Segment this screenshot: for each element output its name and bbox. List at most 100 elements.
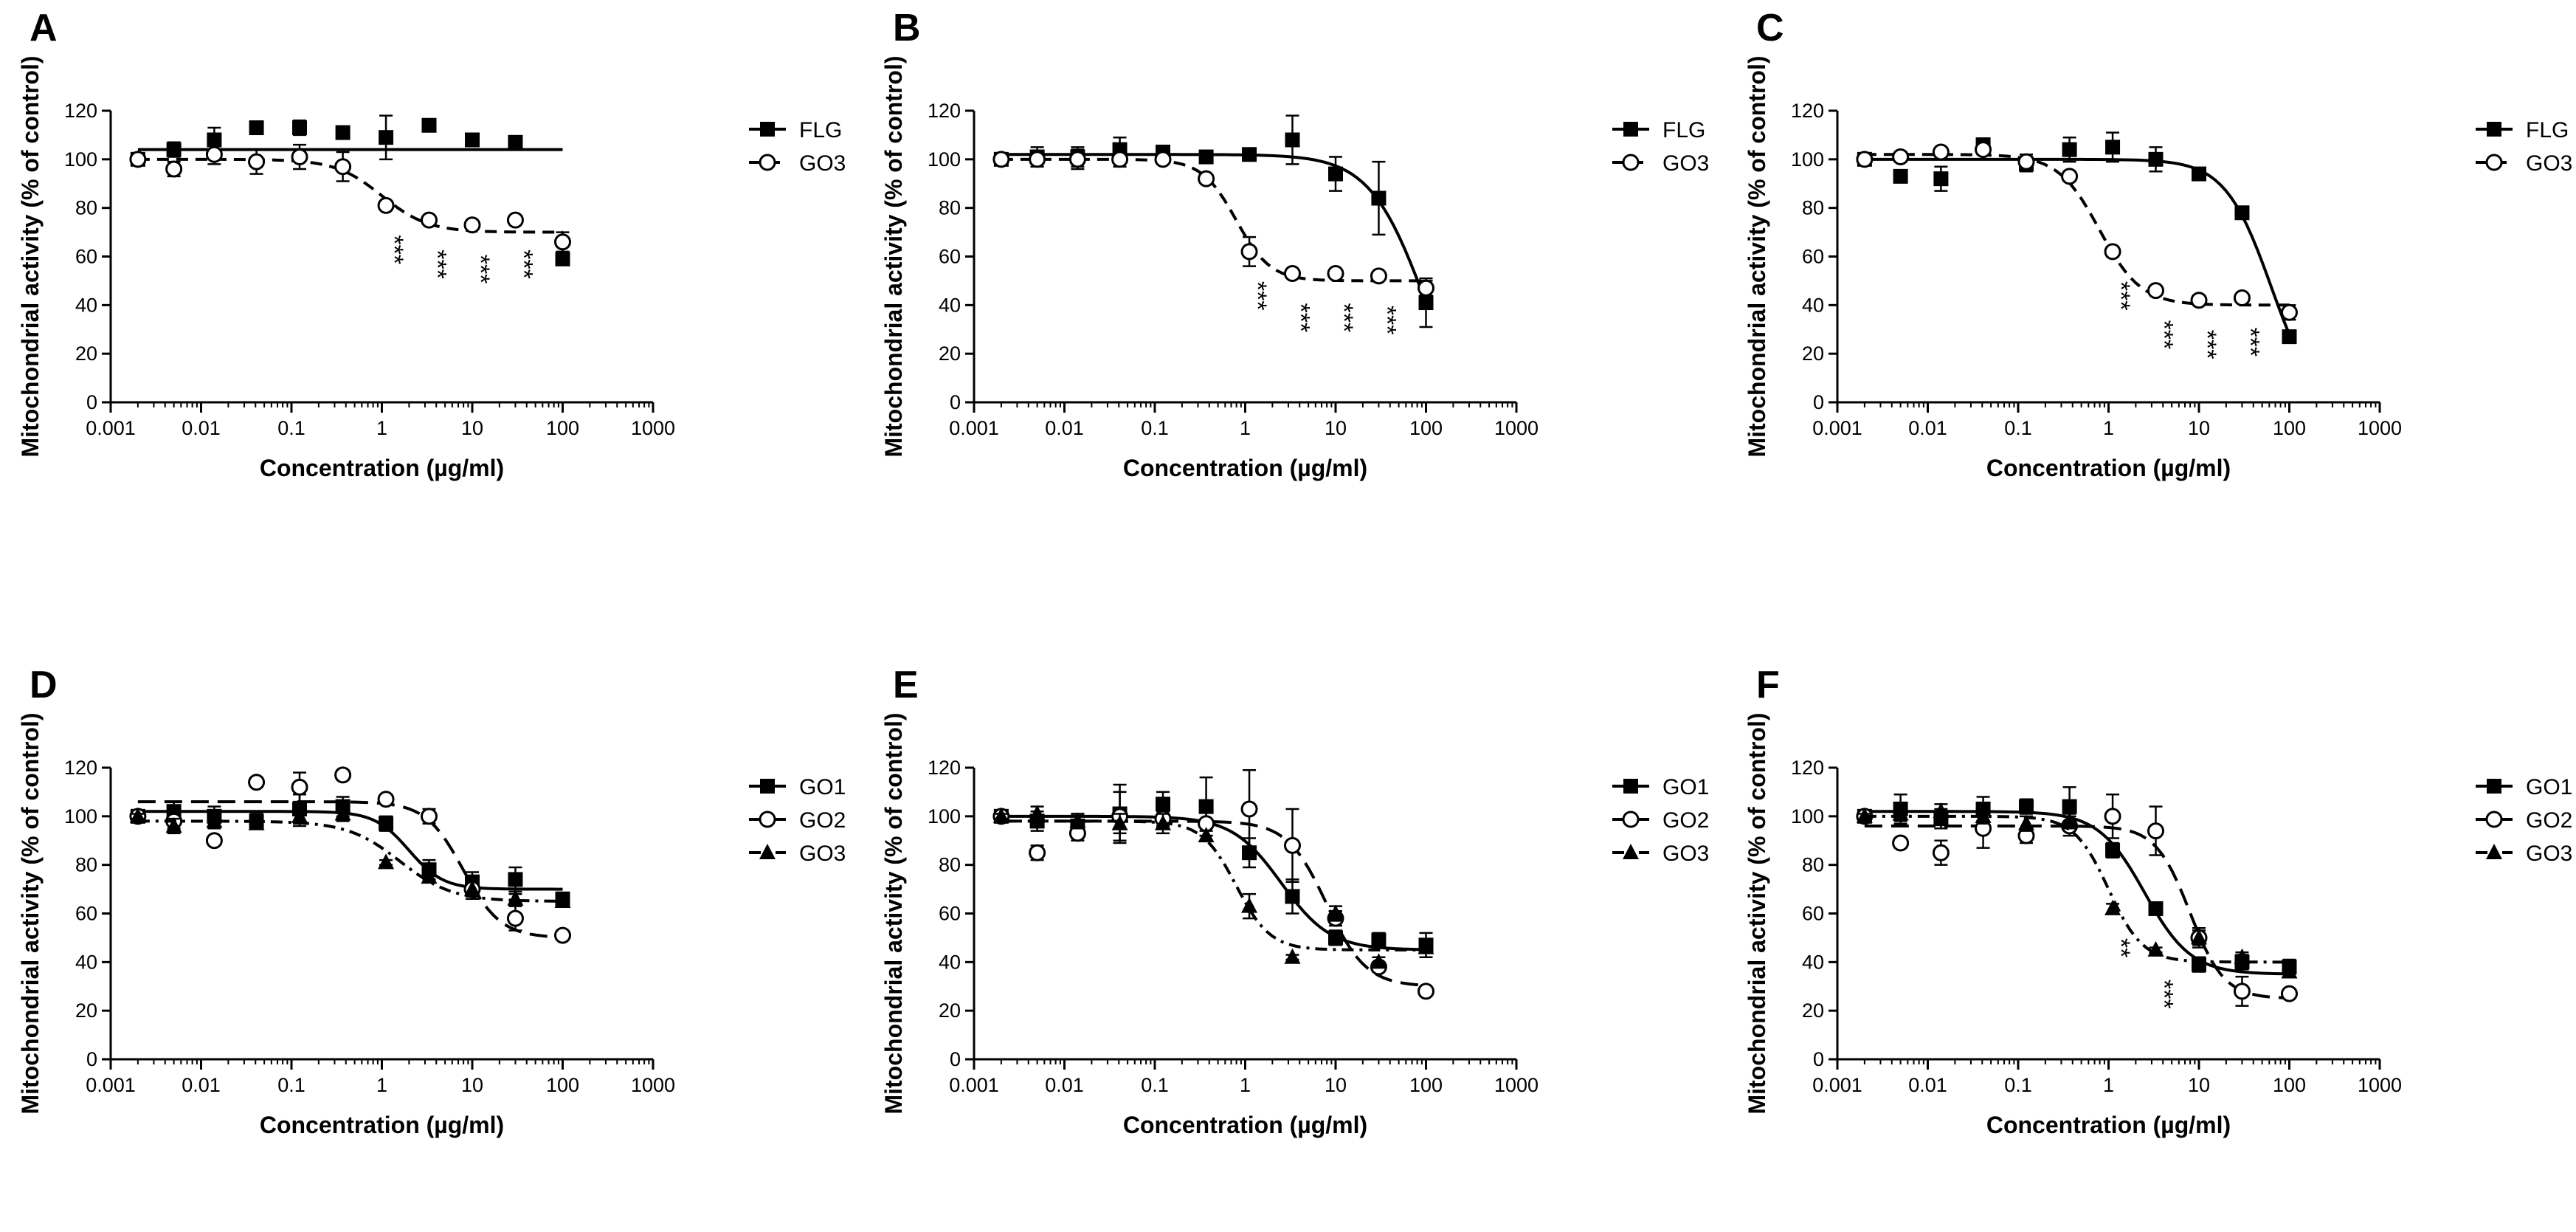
data-point <box>166 142 182 157</box>
y-tick-label: 20 <box>75 343 97 365</box>
y-axis-label: Mitochondrial activity (% of control) <box>1744 55 1770 457</box>
y-tick-label: 120 <box>928 100 961 122</box>
y-tick-label: 0 <box>950 1048 961 1070</box>
data-point <box>1283 265 1301 283</box>
data-point <box>206 812 223 828</box>
x-tick-label: 0.001 <box>1812 1074 1862 1096</box>
y-tick-label: 60 <box>1802 246 1824 268</box>
data-point <box>508 872 523 887</box>
data-point <box>248 153 266 171</box>
panel-letter: F <box>1756 664 1780 706</box>
fit-curve <box>137 810 563 891</box>
series-go3: GO3 <box>1856 141 2572 321</box>
significance-mark: *** <box>1286 303 1314 333</box>
series-flg: FLG <box>993 114 1705 328</box>
legend-label: GO2 <box>799 808 846 833</box>
series-go2: GO2 <box>129 766 846 944</box>
data-point <box>1111 151 1129 168</box>
data-point <box>1068 151 1086 168</box>
x-tick-label: 0.1 <box>1141 417 1169 439</box>
data-point <box>2281 963 2298 979</box>
data-point <box>1111 814 1128 830</box>
fit-curve <box>1001 819 1426 951</box>
panel-letter: D <box>30 664 58 706</box>
data-point <box>2190 292 2208 309</box>
data-point <box>2105 140 2121 155</box>
data-point <box>554 892 571 909</box>
series-go3: GO3 <box>1856 802 2572 979</box>
series-go3: GO3 <box>129 805 846 909</box>
data-point <box>1371 932 1387 948</box>
y-tick-label: 40 <box>75 294 97 316</box>
y-tick-label: 20 <box>1802 343 1824 365</box>
data-point <box>1241 897 1258 913</box>
x-tick-label: 10 <box>461 1074 483 1096</box>
y-tick-label: 120 <box>1791 100 1824 122</box>
x-tick-label: 100 <box>546 417 579 439</box>
series-go2: GO2 <box>992 769 1709 1000</box>
x-tick-label: 0.1 <box>2004 417 2032 439</box>
data-point <box>2104 243 2121 261</box>
y-tick-label: 120 <box>1791 757 1824 779</box>
y-tick-label: 20 <box>939 999 961 1022</box>
y-axis-label: Mitochondrial activity (% of control) <box>880 712 907 1114</box>
data-point <box>2147 822 2164 840</box>
data-point <box>1029 805 1046 821</box>
y-tick-label: 40 <box>939 951 961 973</box>
data-point <box>1975 807 1992 823</box>
significance-mark: *** <box>1372 306 1401 335</box>
fit-curve <box>1864 825 2290 1000</box>
x-tick-label: 1 <box>1240 1074 1251 1096</box>
data-point <box>1155 814 1172 830</box>
y-tick-label: 60 <box>939 903 961 925</box>
significance-mark: *** <box>2107 281 2135 311</box>
significance-mark: *** <box>509 250 537 279</box>
y-axis-label: Mitochondrial activity (% of control) <box>1744 712 1770 1114</box>
y-tick-label: 20 <box>939 343 961 365</box>
x-tick-label: 1 <box>376 1074 387 1096</box>
panel-d: D 0 20 40 60 80 100 120 0.001 0.01 0.1 1 10 100 1000 Co… <box>17 664 846 1138</box>
data-point <box>464 880 480 896</box>
data-point <box>2104 899 2121 915</box>
fit-curve <box>137 819 563 903</box>
data-point <box>1932 143 1950 161</box>
data-point <box>2017 153 2035 171</box>
data-point <box>377 791 395 808</box>
data-point <box>1240 243 1258 261</box>
y-tick-label: 80 <box>1802 197 1824 219</box>
data-point <box>2148 151 2164 167</box>
data-point <box>506 211 524 229</box>
data-point <box>421 117 437 133</box>
y-tick-label: 120 <box>928 757 961 779</box>
x-tick-label: 0.1 <box>277 417 305 439</box>
data-point <box>760 122 775 137</box>
data-point <box>2104 808 2121 825</box>
y-tick-label: 0 <box>1813 1048 1824 1070</box>
y-tick-label: 0 <box>86 1048 97 1070</box>
y-tick-label: 60 <box>1802 903 1824 925</box>
data-point <box>1285 889 1300 904</box>
data-point <box>463 216 481 234</box>
data-point <box>1283 836 1301 854</box>
x-tick-label: 100 <box>1409 1074 1443 1096</box>
legend-label: FLG <box>1662 118 1705 142</box>
data-point <box>1284 948 1301 964</box>
data-point <box>1418 295 1434 311</box>
data-point <box>292 120 308 136</box>
fit-curve <box>137 157 563 234</box>
series-go1: GO1 <box>130 775 846 906</box>
panel-e: E 0 20 40 60 80 100 120 0.001 0.01 0.1 1 10 100 1000 Co… <box>880 664 1709 1138</box>
y-tick-label: 0 <box>950 391 961 413</box>
legend-label: GO3 <box>2526 842 2572 866</box>
data-point <box>1198 799 1214 814</box>
y-tick-label: 60 <box>939 246 961 268</box>
data-point <box>555 251 570 266</box>
data-point <box>1156 796 1171 812</box>
series-flg: FLG <box>1857 118 2569 345</box>
data-point <box>1418 982 1434 1000</box>
x-tick-label: 1000 <box>1494 417 1539 439</box>
legend-label: GO3 <box>799 151 846 176</box>
fit-curve <box>1864 157 2291 335</box>
data-point <box>129 807 146 823</box>
data-point <box>1856 151 1874 168</box>
